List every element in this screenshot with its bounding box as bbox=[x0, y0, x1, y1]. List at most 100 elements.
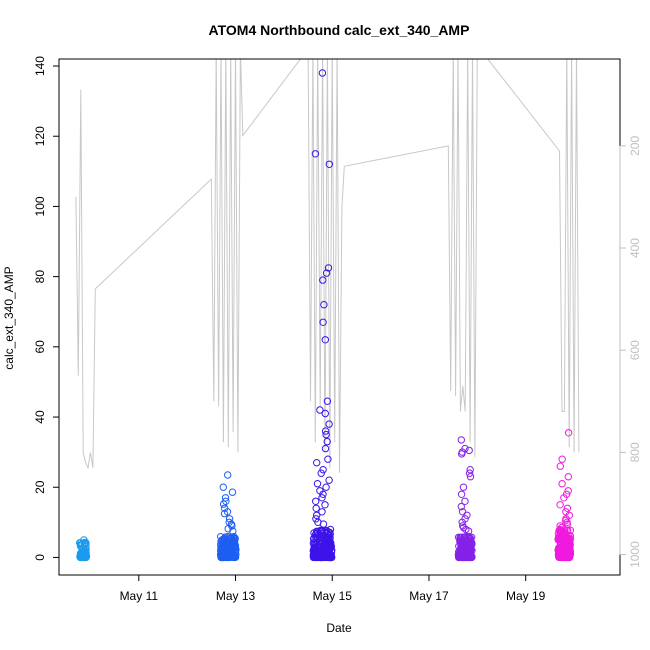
data-point bbox=[466, 552, 474, 560]
data-point bbox=[457, 543, 465, 551]
data-point bbox=[465, 446, 473, 455]
data-point bbox=[558, 480, 566, 488]
x-axis-label: Date bbox=[326, 621, 352, 635]
data-point bbox=[321, 444, 330, 453]
data-point bbox=[321, 427, 330, 435]
data-point bbox=[566, 540, 574, 548]
y-axis: 0 20 40 60 80 100 120 140 bbox=[33, 56, 59, 561]
data-point bbox=[317, 529, 325, 537]
data-point bbox=[561, 516, 570, 525]
data-point bbox=[316, 540, 324, 548]
data-point bbox=[458, 551, 467, 560]
y-tick-label: 80 bbox=[33, 270, 47, 284]
data-point bbox=[319, 276, 327, 284]
data-point bbox=[321, 540, 329, 548]
data-point bbox=[217, 549, 226, 557]
data-point bbox=[319, 466, 327, 474]
data-point bbox=[563, 520, 572, 528]
data-point bbox=[224, 471, 232, 479]
data-point bbox=[457, 436, 465, 444]
data-point bbox=[228, 488, 237, 496]
data-point bbox=[226, 538, 235, 546]
data-point bbox=[322, 269, 331, 277]
data-point bbox=[459, 483, 468, 491]
data-point bbox=[312, 497, 320, 505]
data-point bbox=[323, 397, 332, 405]
data-point bbox=[465, 469, 474, 477]
y-axis-label: calc_ext_340_AMP bbox=[2, 266, 16, 369]
x-axis: May 11 May 13 May 15 May 17 May 19 bbox=[120, 575, 546, 603]
data-point bbox=[224, 525, 232, 533]
data-point bbox=[459, 523, 468, 532]
data-point bbox=[326, 533, 334, 542]
data-point bbox=[325, 476, 333, 484]
data-point bbox=[219, 539, 227, 547]
data-point bbox=[564, 536, 572, 544]
y-tick-label: 60 bbox=[33, 340, 47, 354]
data-point bbox=[319, 490, 327, 498]
data-point bbox=[559, 545, 567, 553]
data-point bbox=[321, 501, 329, 509]
y-tick-label: 40 bbox=[33, 410, 47, 424]
data-point bbox=[325, 160, 333, 169]
data-point bbox=[461, 538, 469, 547]
data-point bbox=[218, 553, 227, 561]
data-point bbox=[321, 409, 329, 418]
secondary-series-line bbox=[75, 59, 580, 473]
data-point bbox=[76, 553, 85, 562]
data-point bbox=[76, 541, 85, 549]
secondary-y-axis: 200 400 600 800 1000 bbox=[619, 136, 642, 568]
data-point bbox=[314, 553, 322, 562]
data-point bbox=[455, 552, 464, 560]
data-point bbox=[319, 520, 328, 528]
data-point bbox=[466, 534, 474, 542]
data-point bbox=[220, 544, 229, 552]
data-point bbox=[317, 526, 325, 534]
data-point bbox=[564, 429, 573, 437]
scatter-points-layer bbox=[76, 69, 575, 562]
secondary-y-tick-label: 400 bbox=[628, 238, 642, 258]
secondary-line-layer bbox=[75, 59, 580, 473]
data-point bbox=[319, 318, 327, 326]
data-point bbox=[458, 450, 466, 458]
data-point bbox=[464, 544, 472, 553]
data-point bbox=[557, 523, 566, 532]
data-point bbox=[326, 539, 334, 548]
data-point bbox=[325, 420, 333, 428]
data-point bbox=[564, 473, 572, 481]
data-point bbox=[323, 437, 331, 446]
x-tick-label: May 15 bbox=[313, 589, 353, 603]
data-point bbox=[558, 455, 566, 463]
y-tick-label: 0 bbox=[33, 554, 47, 561]
chart-title: ATOM4 Northbound calc_ext_340_AMP bbox=[209, 22, 470, 38]
data-point bbox=[322, 551, 330, 559]
data-point bbox=[317, 469, 325, 477]
data-point bbox=[311, 150, 320, 158]
data-point bbox=[76, 550, 85, 558]
data-point bbox=[316, 406, 324, 414]
data-point bbox=[556, 501, 564, 509]
data-point bbox=[556, 534, 565, 543]
data-point bbox=[322, 430, 330, 439]
data-point bbox=[466, 466, 474, 474]
data-point bbox=[313, 459, 321, 467]
data-point bbox=[464, 527, 473, 535]
data-point bbox=[461, 497, 469, 505]
x-tick-label: May 17 bbox=[409, 589, 449, 603]
y-tick-label: 100 bbox=[33, 196, 47, 216]
data-point bbox=[458, 518, 466, 526]
data-point bbox=[324, 264, 333, 272]
data-point bbox=[313, 480, 322, 488]
data-point bbox=[560, 494, 568, 502]
data-point bbox=[219, 500, 228, 508]
data-point bbox=[563, 504, 572, 512]
data-point bbox=[316, 531, 324, 539]
data-point bbox=[310, 548, 318, 556]
y-tick-label: 140 bbox=[33, 56, 47, 76]
data-point bbox=[466, 473, 475, 481]
data-point bbox=[226, 550, 235, 559]
data-point bbox=[322, 483, 330, 491]
data-point bbox=[327, 553, 335, 561]
secondary-y-tick-label: 600 bbox=[628, 340, 642, 360]
